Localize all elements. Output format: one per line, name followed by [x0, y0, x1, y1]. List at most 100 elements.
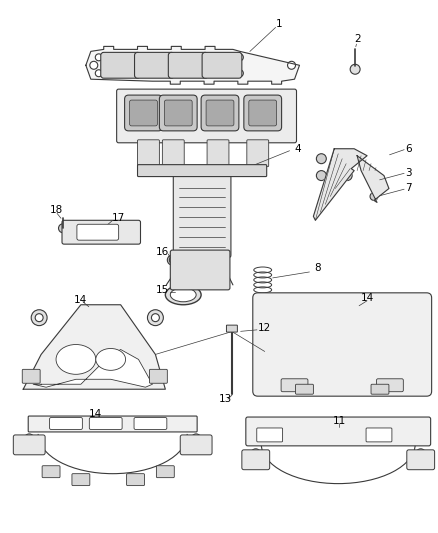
Circle shape: [328, 330, 356, 358]
Circle shape: [258, 427, 266, 435]
Circle shape: [118, 93, 127, 103]
Circle shape: [155, 370, 162, 378]
Circle shape: [251, 449, 261, 459]
Ellipse shape: [56, 344, 96, 374]
FancyBboxPatch shape: [202, 52, 242, 78]
Circle shape: [201, 70, 208, 77]
Circle shape: [288, 61, 296, 69]
Circle shape: [375, 427, 383, 435]
Text: 16: 16: [156, 247, 169, 257]
FancyBboxPatch shape: [164, 100, 192, 126]
Circle shape: [296, 427, 304, 435]
FancyBboxPatch shape: [89, 417, 122, 430]
Circle shape: [377, 386, 383, 392]
FancyBboxPatch shape: [168, 52, 208, 78]
Circle shape: [184, 254, 216, 286]
Circle shape: [27, 370, 35, 378]
Text: 6: 6: [406, 144, 412, 154]
Circle shape: [148, 310, 163, 326]
Circle shape: [314, 317, 370, 373]
Circle shape: [65, 228, 73, 236]
Circle shape: [235, 93, 245, 103]
Text: 13: 13: [218, 394, 232, 404]
Circle shape: [130, 228, 138, 236]
Text: 11: 11: [332, 416, 346, 426]
Circle shape: [350, 64, 360, 74]
Circle shape: [201, 54, 208, 61]
FancyBboxPatch shape: [127, 474, 145, 486]
Text: 8: 8: [314, 263, 321, 273]
FancyBboxPatch shape: [22, 369, 40, 383]
Circle shape: [35, 314, 43, 321]
FancyBboxPatch shape: [149, 369, 167, 383]
Circle shape: [188, 258, 212, 282]
Ellipse shape: [165, 285, 201, 305]
Circle shape: [377, 429, 381, 433]
Text: 14: 14: [74, 295, 88, 305]
Circle shape: [217, 255, 223, 261]
FancyBboxPatch shape: [257, 428, 283, 442]
Circle shape: [273, 128, 283, 138]
FancyBboxPatch shape: [117, 89, 297, 143]
Polygon shape: [86, 46, 300, 84]
FancyBboxPatch shape: [162, 140, 184, 167]
FancyBboxPatch shape: [170, 250, 230, 290]
FancyBboxPatch shape: [42, 466, 60, 478]
Polygon shape: [23, 305, 165, 389]
FancyBboxPatch shape: [28, 416, 197, 432]
Text: 1: 1: [276, 19, 283, 29]
FancyBboxPatch shape: [156, 466, 174, 478]
Circle shape: [193, 93, 203, 103]
Circle shape: [297, 429, 301, 433]
FancyBboxPatch shape: [62, 220, 141, 244]
Circle shape: [177, 255, 183, 261]
FancyBboxPatch shape: [130, 100, 157, 126]
Text: 2: 2: [354, 35, 360, 44]
FancyBboxPatch shape: [206, 100, 234, 126]
Text: 14: 14: [360, 293, 374, 303]
Circle shape: [59, 224, 67, 233]
FancyBboxPatch shape: [244, 95, 282, 131]
FancyBboxPatch shape: [124, 95, 162, 131]
Circle shape: [90, 61, 98, 69]
Circle shape: [342, 171, 352, 181]
Polygon shape: [357, 156, 389, 203]
Circle shape: [337, 429, 341, 433]
Text: 15: 15: [156, 285, 169, 295]
Circle shape: [24, 434, 34, 444]
FancyBboxPatch shape: [101, 52, 141, 78]
Ellipse shape: [170, 288, 196, 302]
FancyBboxPatch shape: [253, 293, 431, 396]
FancyBboxPatch shape: [138, 165, 267, 176]
FancyBboxPatch shape: [180, 435, 212, 455]
Circle shape: [237, 54, 244, 61]
Circle shape: [279, 370, 290, 382]
Circle shape: [397, 310, 403, 316]
FancyBboxPatch shape: [159, 95, 197, 131]
Circle shape: [167, 255, 177, 265]
FancyBboxPatch shape: [247, 140, 268, 167]
Circle shape: [342, 154, 352, 164]
Circle shape: [416, 449, 426, 459]
FancyBboxPatch shape: [134, 52, 174, 78]
Text: 17: 17: [112, 213, 125, 223]
Circle shape: [31, 310, 47, 326]
Text: 12: 12: [258, 322, 271, 333]
Circle shape: [282, 310, 288, 316]
Text: 3: 3: [406, 167, 412, 177]
Circle shape: [394, 370, 406, 382]
Circle shape: [95, 70, 102, 77]
FancyBboxPatch shape: [281, 379, 308, 392]
Circle shape: [177, 279, 183, 285]
Circle shape: [95, 54, 102, 61]
FancyBboxPatch shape: [366, 428, 392, 442]
Circle shape: [335, 427, 343, 435]
Text: 14: 14: [89, 409, 102, 419]
Circle shape: [168, 54, 175, 61]
FancyBboxPatch shape: [407, 450, 434, 470]
Circle shape: [316, 171, 326, 181]
Circle shape: [273, 93, 283, 103]
Circle shape: [394, 307, 406, 319]
Circle shape: [307, 310, 377, 379]
Circle shape: [413, 429, 417, 433]
